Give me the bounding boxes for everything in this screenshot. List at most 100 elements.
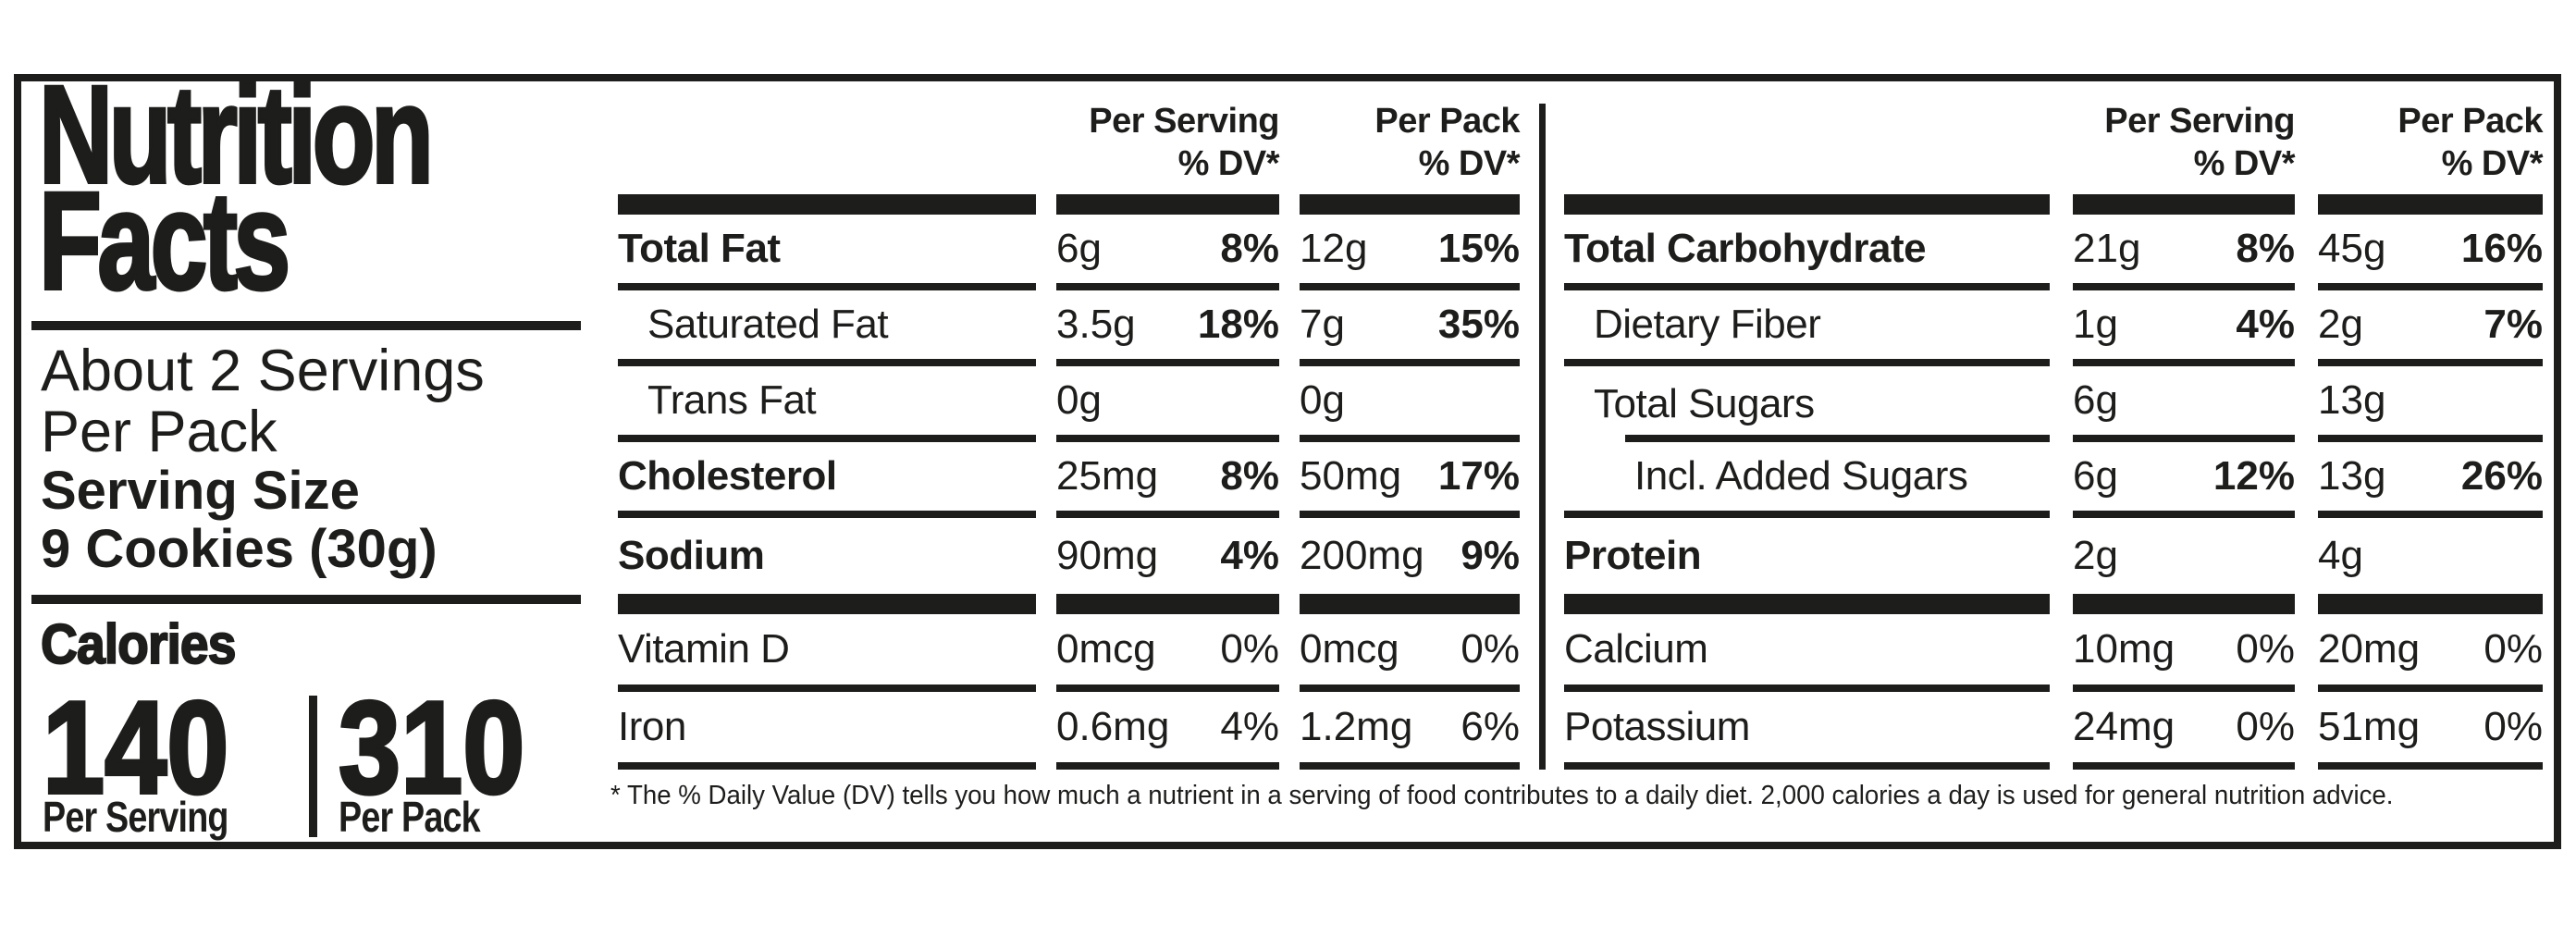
serving-amount: 24mg bbox=[2073, 704, 2175, 749]
nutrient-name: Calcium bbox=[1564, 614, 2050, 692]
nutrient-name: Protein bbox=[1564, 533, 1702, 578]
table-row: Total Carbohydrate 21g 8% 45g 16% bbox=[1564, 215, 2543, 290]
serving-amount: 0g bbox=[1056, 377, 1102, 423]
table-row: Dietary Fiber 1g 4% 2g 7% bbox=[1564, 290, 2543, 366]
pack-dv: 26% bbox=[2460, 453, 2543, 499]
serving-size-value: 9 Cookies (30g) bbox=[41, 519, 438, 579]
pack-amount: 200mg bbox=[1300, 533, 1424, 578]
serving-dv: 8% bbox=[1220, 453, 1279, 499]
serving-amount: 2g bbox=[2073, 533, 2118, 578]
daily-value-footnote: * The % Daily Value (DV) tells you how m… bbox=[610, 781, 2394, 810]
serving-amount: 0.6mg bbox=[1056, 704, 1170, 749]
header-per-pack-text: Per Pack bbox=[2397, 102, 2543, 141]
table-row: Trans Fat 0g 0g bbox=[618, 366, 1520, 442]
pack-amount: 1.2mg bbox=[1300, 704, 1413, 749]
nutrient-name: Total Sugars bbox=[1564, 366, 2050, 442]
header-per-serving-text: Per Serving bbox=[1089, 102, 1279, 141]
divider-above-calories bbox=[31, 595, 581, 604]
label-title-line2: Facts bbox=[38, 163, 292, 318]
table-row: Incl. Added Sugars 6g 12% 13g 26% bbox=[1564, 442, 2543, 518]
pack-dv: 7% bbox=[2484, 302, 2543, 347]
pack-dv: 9% bbox=[1461, 533, 1520, 578]
label-title: Nutrition Facts bbox=[38, 63, 436, 312]
header-dv-text: % DV* bbox=[1177, 144, 1280, 183]
calories-label: Calories bbox=[40, 612, 237, 676]
table-row: Calcium 10mg 0% 20mg 0% bbox=[1564, 614, 2543, 692]
pack-amount: 13g bbox=[2318, 453, 2386, 499]
table-row: Sodium 90mg 4% 200mg 9% bbox=[618, 518, 1520, 594]
table-left-header: Per Serving% DV* Per Pack% DV* bbox=[618, 83, 1520, 194]
servings-statement-line2: Per Pack bbox=[41, 400, 277, 464]
nutrient-name: Potassium bbox=[1564, 692, 2050, 770]
nutrient-name: Saturated Fat bbox=[618, 290, 1036, 366]
serving-size: Serving Size 9 Cookies (30g) bbox=[41, 462, 438, 578]
nutrient-name: Incl. Added Sugars bbox=[1564, 442, 2050, 518]
nutrient-name: Dietary Fiber bbox=[1564, 290, 2050, 366]
pack-amount: 0mcg bbox=[1300, 626, 1399, 672]
serving-dv: 4% bbox=[1220, 533, 1279, 578]
pack-amount: 50mg bbox=[1300, 453, 1402, 499]
serving-amount: 21g bbox=[2073, 226, 2141, 271]
header-dv-text: % DV* bbox=[2193, 144, 2296, 183]
nutrient-name: Trans Fat bbox=[618, 366, 1036, 442]
header-per-serving: Per Serving% DV* bbox=[2073, 100, 2295, 185]
nutrient-table-left: Per Serving% DV* Per Pack% DV* Total Fat… bbox=[618, 83, 1521, 770]
table-row: Total Sugars 6g 13g bbox=[1564, 366, 2543, 442]
calories-vertical-divider bbox=[309, 696, 317, 837]
table-row: Total Fat 6g 8% 12g 15% bbox=[618, 215, 1520, 290]
nutrient-name: Total Fat bbox=[618, 215, 1036, 290]
serving-dv: 0% bbox=[2236, 626, 2295, 672]
pack-dv: 6% bbox=[1461, 704, 1520, 749]
table-row: Cholesterol 25mg 8% 50mg 17% bbox=[618, 442, 1520, 518]
serving-amount: 0mcg bbox=[1056, 626, 1156, 672]
serving-amount: 10mg bbox=[2073, 626, 2175, 672]
calories-per-pack-caption: Per Pack bbox=[339, 793, 481, 841]
table-right-header: Per Serving% DV* Per Pack% DV* bbox=[1564, 83, 2543, 194]
serving-amount: 6g bbox=[1056, 226, 1102, 271]
serving-dv: 4% bbox=[1220, 704, 1279, 749]
serving-size-label: Serving Size bbox=[41, 461, 360, 521]
pack-dv: 0% bbox=[2484, 626, 2543, 672]
servings-statement-line1: About 2 Servings bbox=[41, 339, 485, 403]
nutrient-table-right: Per Serving% DV* Per Pack% DV* Total Car… bbox=[1564, 83, 2544, 770]
table-row: Potassium 24mg 0% 51mg 0% bbox=[1564, 692, 2543, 770]
table-vertical-divider bbox=[1539, 104, 1546, 770]
header-separator-bar bbox=[618, 194, 1520, 215]
serving-amount: 25mg bbox=[1056, 453, 1159, 499]
pack-amount: 13g bbox=[2318, 377, 2386, 423]
serving-dv: 12% bbox=[2212, 453, 2295, 499]
pack-amount: 4g bbox=[2318, 533, 2363, 578]
header-separator-bar bbox=[1564, 194, 2543, 215]
serving-amount: 90mg bbox=[1056, 533, 1159, 578]
minerals-separator-bar bbox=[1564, 594, 2543, 614]
pack-dv: 0% bbox=[1461, 626, 1520, 672]
header-per-pack: Per Pack% DV* bbox=[2318, 100, 2543, 185]
pack-dv: 16% bbox=[2460, 226, 2543, 271]
header-per-serving: Per Serving% DV* bbox=[1056, 100, 1279, 185]
pack-dv: 15% bbox=[1437, 226, 1520, 271]
calories-per-serving-value: 140 bbox=[41, 674, 230, 821]
pack-amount: 7g bbox=[1300, 302, 1345, 347]
pack-amount: 12g bbox=[1300, 226, 1368, 271]
header-per-pack-text: Per Pack bbox=[1374, 102, 1520, 141]
nutrient-name: Sodium bbox=[618, 533, 765, 578]
serving-amount: 6g bbox=[2073, 453, 2118, 499]
pack-dv: 17% bbox=[1437, 453, 1520, 499]
serving-dv: 8% bbox=[2236, 226, 2295, 271]
nutrient-name: Cholesterol bbox=[618, 442, 1036, 518]
nutrient-name: Total Carbohydrate bbox=[1564, 215, 2050, 290]
calories-per-serving-caption: Per Serving bbox=[43, 793, 228, 841]
vitamins-separator-bar bbox=[618, 594, 1520, 614]
table-row: Vitamin D 0mcg 0% 0mcg 0% bbox=[618, 614, 1520, 692]
label-title-line1: Nutrition bbox=[38, 56, 436, 212]
serving-dv: 8% bbox=[1220, 226, 1279, 271]
header-per-pack: Per Pack% DV* bbox=[1300, 100, 1520, 185]
pack-amount: 45g bbox=[2318, 226, 2386, 271]
pack-amount: 51mg bbox=[2318, 704, 2421, 749]
pack-dv: 35% bbox=[1437, 302, 1520, 347]
pack-dv: 0% bbox=[2484, 704, 2543, 749]
serving-dv: 0% bbox=[2236, 704, 2295, 749]
pack-amount: 20mg bbox=[2318, 626, 2421, 672]
serving-amount: 3.5g bbox=[1056, 302, 1136, 347]
